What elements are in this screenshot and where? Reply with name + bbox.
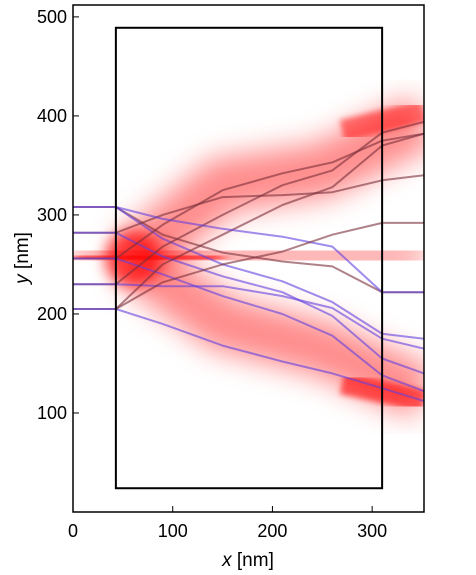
y-tick-label: 200 — [37, 304, 67, 324]
y-tick-label: 500 — [37, 7, 67, 27]
region-box — [114, 26, 384, 490]
ray-path-3 — [73, 174, 424, 234]
ray-path-7 — [73, 120, 424, 286]
axis-ticks: 0 100 200 300 100 200 300 400 500 — [37, 7, 387, 541]
beam-lower-branch — [116, 236, 424, 419]
ray-path-6 — [73, 257, 424, 393]
x-tick-label: 200 — [257, 521, 287, 541]
x-axis-label-var: x — [221, 550, 233, 571]
y-axis-label-unit: [nm] — [12, 232, 33, 269]
ray-path-10 — [73, 308, 424, 403]
ray-path-5 — [73, 132, 424, 260]
y-axis-label: y [nm] — [12, 232, 33, 286]
beam-focus — [104, 230, 161, 287]
y-tick-label: 100 — [37, 403, 67, 423]
x-axis-label: x [nm] — [221, 550, 274, 571]
y-tick-label: 400 — [37, 106, 67, 126]
x-tick-label: 300 — [357, 521, 387, 541]
ray-paths — [73, 120, 424, 403]
ray-path-4 — [73, 231, 424, 375]
ray-path-9 — [73, 132, 424, 310]
x-tick-label: 100 — [158, 521, 188, 541]
ray-path-8 — [73, 283, 424, 350]
ray-path-2 — [73, 206, 424, 340]
plot-frame — [72, 4, 425, 513]
y-tick-label: 300 — [37, 205, 67, 225]
x-axis-label-unit: [nm] — [237, 550, 274, 571]
y-axis-label-var: y — [12, 273, 33, 286]
x-tick-label: 0 — [68, 521, 78, 541]
